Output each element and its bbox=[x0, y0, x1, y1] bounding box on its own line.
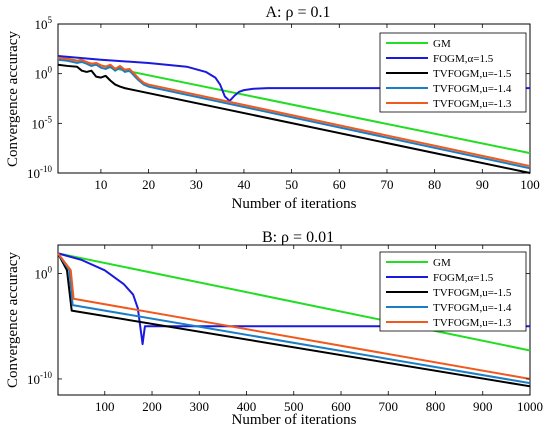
panel-b-x-tick-label-9: 1000 bbox=[517, 399, 543, 414]
panel-a-y-tick-label-2: 10-5 bbox=[32, 114, 53, 131]
panel-a-y-tick-label-1: 100 bbox=[35, 65, 53, 82]
panel-b-series-line-1 bbox=[57, 252, 530, 346]
panel-b-x-axis-label: Number of iterations bbox=[232, 412, 357, 428]
panel-b-x-tick-label-3: 400 bbox=[237, 399, 257, 414]
panel-b-legend-label-2: TVFOGM,u=-1.5 bbox=[433, 287, 512, 299]
panel-a-x-tick-label-6: 70 bbox=[380, 177, 393, 192]
panel-a-series-line-2 bbox=[57, 63, 531, 174]
panel-a-x-tick-label-1: 20 bbox=[142, 177, 155, 192]
panel-b-y-axis-label: Convergence accuracy bbox=[5, 252, 21, 388]
panel-b-x-tick-label-0: 100 bbox=[95, 399, 115, 414]
panel-b-y-ticks: 100 10-10 bbox=[27, 264, 530, 387]
panel-a-x-tick-label-4: 50 bbox=[285, 177, 298, 192]
panel-a-legend-label-2: TVFOGM,u=-1.5 bbox=[433, 68, 512, 80]
panel-a-title: A: ρ = 0.1 bbox=[265, 4, 330, 21]
panel-a-x-tick-label-0: 10 bbox=[94, 177, 107, 192]
panel-a-series-line-3 bbox=[57, 58, 531, 170]
panel-b-y-tick-label-1: 10-10 bbox=[27, 370, 52, 387]
panel-a-y-axis-label: Convergence accuracy bbox=[5, 31, 21, 167]
panel-a-x-tick-label-7: 80 bbox=[428, 177, 441, 192]
panel-b-legend-label-4: TVFOGM,u=-1.3 bbox=[433, 317, 512, 329]
panel-a-legend-label-0: GM bbox=[433, 38, 451, 50]
panel-a-legend-label-3: TVFOGM,u=-1.4 bbox=[433, 83, 512, 95]
panel-a-x-ticks: 10 20 30 40 50 60 70 80 90 100 bbox=[94, 24, 540, 192]
panel-a-x-tick-label-9: 100 bbox=[520, 177, 540, 192]
panel-b-legend: GM FOGM,α=1.5 TVFOGM,u=-1.5 TVFOGM,u=-1.4 TV… bbox=[379, 251, 527, 332]
panel-a-legend: GM FOGM,α=1.5 TVFOGM,u=-1.5 TVFOGM,u=-1.4 TV… bbox=[379, 32, 527, 113]
panel-a: A: ρ = 0.1 10 20 30 40 50 60 70 80 90 100 1051001… bbox=[5, 4, 540, 212]
panel-b-series-line-0 bbox=[57, 252, 531, 352]
panel-b-x-tick-label-6: 700 bbox=[379, 399, 399, 414]
panel-b-x-tick-label-1: 200 bbox=[142, 399, 162, 414]
panel-a-series-line-1 bbox=[57, 55, 530, 102]
panel-b-legend-label-0: GM bbox=[433, 257, 451, 269]
panel-b-series-line-4 bbox=[57, 252, 531, 380]
panel-b-x-tick-label-2: 300 bbox=[190, 399, 210, 414]
panel-a-legend-label-4: TVFOGM,u=-1.3 bbox=[433, 98, 512, 110]
panel-a-legend-label-1: FOGM,α=1.5 bbox=[433, 53, 494, 65]
panel-b-title: B: ρ = 0.01 bbox=[262, 229, 334, 246]
panel-b-x-ticks: 100 200 300 400 500 600 700 800 900 1000 bbox=[95, 245, 543, 414]
panel-a-x-axis-label: Number of iterations bbox=[232, 196, 357, 212]
panel-a-series-line-4 bbox=[57, 56, 531, 168]
panel-b-legend-label-3: TVFOGM,u=-1.4 bbox=[433, 302, 512, 314]
panel-a-x-tick-label-8: 90 bbox=[476, 177, 489, 192]
panel-b-series bbox=[57, 252, 531, 388]
panel-b-y-tick-label-0: 100 bbox=[35, 264, 53, 281]
panel-b-x-tick-label-7: 800 bbox=[426, 399, 446, 414]
panel-a-y-tick-label-0: 105 bbox=[35, 15, 53, 32]
panel-b: B: ρ = 0.01 100 200 300 400 500 600 700 800 900 1… bbox=[5, 229, 543, 428]
panel-a-x-tick-label-5: 60 bbox=[333, 177, 346, 192]
panel-a-series-line-0 bbox=[57, 55, 531, 155]
panel-a-x-tick-label-3: 40 bbox=[237, 177, 250, 192]
panel-a-y-tick-label-3: 10-10 bbox=[27, 164, 52, 181]
panel-b-x-tick-label-4: 500 bbox=[284, 399, 304, 414]
panel-b-x-tick-label-5: 600 bbox=[331, 399, 351, 414]
panel-a-series bbox=[57, 55, 531, 174]
panel-a-x-tick-label-2: 30 bbox=[190, 177, 203, 192]
panel-b-legend-label-1: FOGM,α=1.5 bbox=[433, 272, 494, 284]
panel-b-x-tick-label-8: 900 bbox=[473, 399, 493, 414]
panel-a-y-ticks: 105 100 10-5 10-10 bbox=[27, 15, 530, 181]
